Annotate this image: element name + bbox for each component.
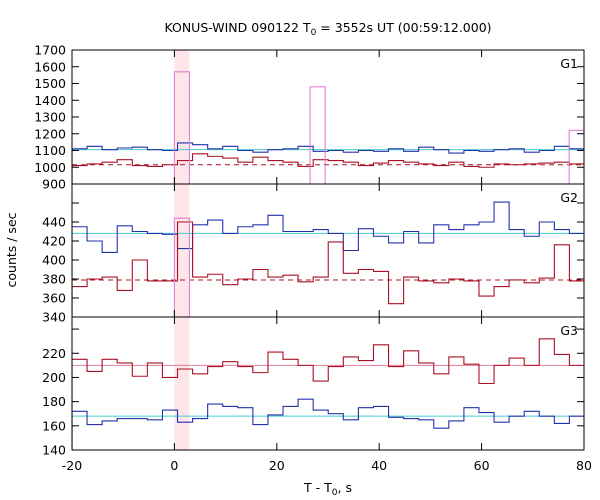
y-tick-label: 400 <box>42 253 66 268</box>
y-tick-label: 140 <box>42 443 66 458</box>
x-tick-label: 40 <box>371 458 387 473</box>
y-tick-label: 380 <box>42 272 66 287</box>
series-line <box>309 86 326 184</box>
x-tick-label: -20 <box>62 458 82 473</box>
series-line <box>173 71 191 184</box>
y-tick-label: 1600 <box>34 59 66 74</box>
series-line <box>72 338 584 450</box>
y-tick-label: 360 <box>42 291 66 306</box>
series-line <box>72 142 584 184</box>
plot-area: 90010001100120013001400150016001700G1340… <box>34 43 592 474</box>
chart-title: KONUS-WIND 090122 T0 = 3552s UT (00:59:1… <box>164 20 491 38</box>
interval-shade <box>174 50 190 450</box>
y-tick-label: 1500 <box>34 76 66 91</box>
series-line <box>72 221 584 317</box>
series-line <box>568 129 584 184</box>
chart-title-main: KONUS-WIND 090122 T <box>164 20 310 35</box>
y-tick-label: 180 <box>42 394 66 409</box>
y-tick-label: 1000 <box>34 160 66 175</box>
panel-series <box>72 71 584 184</box>
panel-series <box>72 201 584 317</box>
y-tick-label: 160 <box>42 418 66 433</box>
y-tick-label: 200 <box>42 370 66 385</box>
chart-title-rest: = 3552s UT (00:59:12.000) <box>316 20 491 35</box>
panel-g3: 140 160 180 200 220 G3 <box>42 316 585 458</box>
panel-label: G1 <box>560 56 578 71</box>
panel-label: G2 <box>560 190 578 205</box>
panel-label: G3 <box>560 323 578 338</box>
y-tick-label: 1700 <box>34 43 66 58</box>
chart-title-sub: 0 <box>311 28 317 38</box>
y-tick-label: 1400 <box>34 93 66 108</box>
y-tick-label: 1200 <box>34 126 66 141</box>
x-axis-label: T - T0, s <box>303 480 352 498</box>
series-line <box>72 153 584 184</box>
x-tick-label: 20 <box>269 458 285 473</box>
series-line <box>173 217 191 317</box>
x-axis-label-sub: 0 <box>332 488 338 498</box>
x-axis-label-main: T - T <box>303 480 332 495</box>
x-axis-label-rest: , s <box>338 480 352 495</box>
y-tick-label: 220 <box>42 346 66 361</box>
x-tick-label: 0 <box>170 458 178 473</box>
y-tick-label: 340 <box>42 310 66 325</box>
panel-g2: 340 360 380 400 420 440 G2 <box>42 183 585 325</box>
panel-frame <box>71 316 585 451</box>
series-line <box>72 201 584 317</box>
series-line <box>72 398 584 450</box>
y-tick-label: 900 <box>42 177 66 192</box>
y-tick-label: 420 <box>42 234 66 249</box>
y-tick-label: 1100 <box>34 143 66 158</box>
x-tick-label: 80 <box>576 458 592 473</box>
y-tick-label: 440 <box>42 215 66 230</box>
panel-series <box>72 338 584 450</box>
y-tick-label: 1300 <box>34 110 66 125</box>
y-axis-label: counts / sec <box>4 212 19 287</box>
x-tick-label: 60 <box>474 458 490 473</box>
